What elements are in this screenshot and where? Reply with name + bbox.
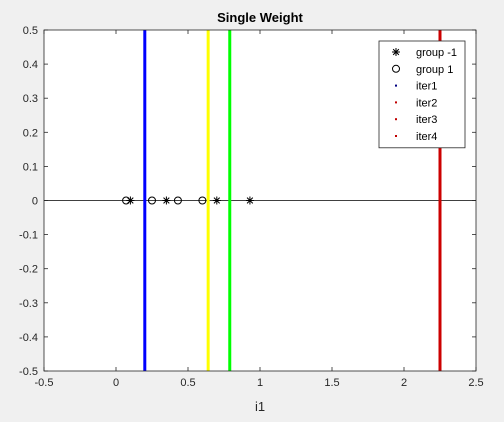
data-point-group1 [198,196,207,205]
x-tick-label: 0.5 [180,377,195,389]
y-tick-label: 0.5 [23,25,38,37]
x-tick-label: 1 [257,377,263,389]
legend-marker-iter1 [395,84,397,87]
x-tick-label: -0.5 [35,377,54,389]
legend-marker-group1 [392,64,400,73]
y-tick-label: 0 [32,196,38,208]
y-tick-label: -0.1 [19,230,38,242]
legend-label: iter2 [416,97,437,109]
legend-box [378,40,466,149]
y-tick-label: 0.2 [23,127,38,139]
data-point-group-neg1 [212,196,221,205]
y-tick-label: -0.4 [19,332,38,344]
legend-label: iter1 [416,81,437,93]
data-point-group-neg1 [245,196,254,205]
legend-marker-group-neg1 [392,48,400,56]
legend-marker-iter2 [395,101,397,104]
data-point-group1 [173,196,182,205]
legend-marker-iter4 [395,135,397,137]
chart-title: Single Weight [217,10,303,25]
y-tick-label: -0.3 [19,298,38,310]
legend-label: iter3 [416,114,437,126]
x-tick-label: 0 [113,377,119,389]
data-point-group1 [122,196,131,205]
x-tick-label: 2.5 [468,377,483,389]
y-tick-label: 0.4 [23,59,38,71]
y-tick-label: -0.2 [19,264,38,276]
legend-label: group -1 [416,47,457,59]
data-point-group-neg1 [126,196,135,205]
y-tick-label: 0.3 [23,93,38,105]
data-point-group1 [148,196,156,205]
data-point-group-neg1 [162,196,171,205]
x-tick-label: 2 [401,377,407,389]
x-axis-label: i1 [255,399,265,414]
legend-marker-iter3 [395,118,397,121]
x-tick-label: 1.5 [324,377,339,389]
legend-label: group 1 [416,64,453,76]
legend-label: iter4 [416,131,437,143]
y-tick-label: -0.5 [19,366,38,378]
y-tick-label: 0.1 [23,161,38,173]
